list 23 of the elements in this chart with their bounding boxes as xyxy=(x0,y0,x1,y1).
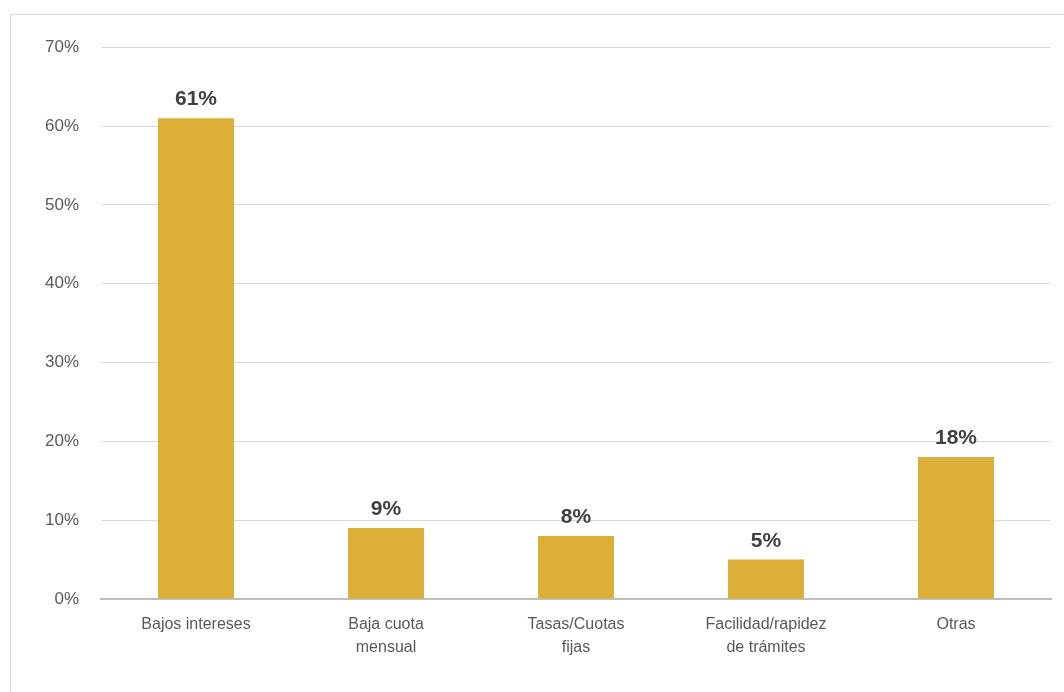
y-tick-label: 60% xyxy=(44,115,79,135)
bar xyxy=(728,559,804,599)
y-tick-label: 20% xyxy=(44,431,79,451)
x-tick-label: Tasas/Cuotas fijas xyxy=(527,615,625,656)
bar xyxy=(158,118,234,599)
y-tick-label: 50% xyxy=(44,194,79,214)
x-tick-label: Otras xyxy=(936,615,976,633)
data-label: 61% xyxy=(174,86,218,110)
y-tick-label: 10% xyxy=(44,509,79,529)
x-tick-label: Baja cuota mensual xyxy=(348,615,424,656)
y-tick-label: 0% xyxy=(54,588,79,608)
y-tick-label: 30% xyxy=(44,352,79,372)
data-label: 5% xyxy=(750,527,782,551)
data-label: 9% xyxy=(370,496,402,520)
bar xyxy=(918,457,994,599)
y-tick-label: 40% xyxy=(44,273,79,293)
bar xyxy=(348,528,424,599)
y-tick-label: 70% xyxy=(44,36,79,56)
data-label: 18% xyxy=(934,425,978,449)
data-label: 8% xyxy=(560,504,592,528)
x-tick-label: Bajos intereses xyxy=(141,615,251,633)
bar xyxy=(538,535,614,599)
x-tick-label: Facilidad/rapidez de trámites xyxy=(705,615,827,656)
